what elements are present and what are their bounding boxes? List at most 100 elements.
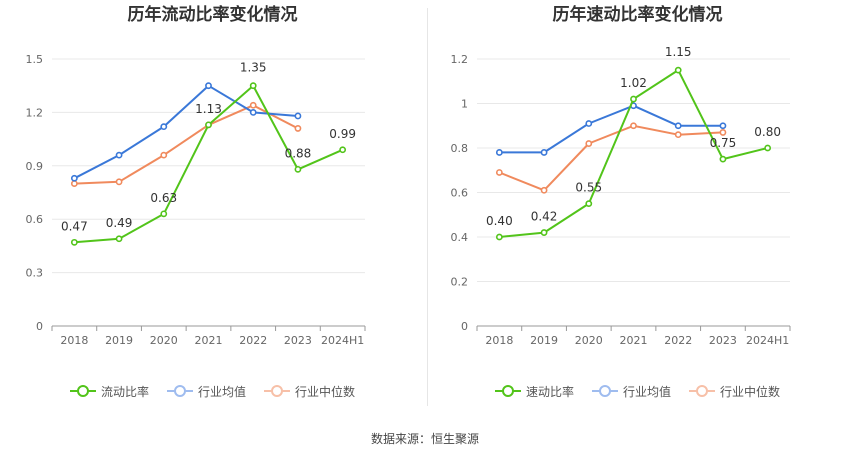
x-tick-label: 2022 xyxy=(239,334,267,347)
data-point xyxy=(249,101,257,109)
chart-plot-area: 0 0.3 0.6 0.9 1.2 1.5 2018 2019 2020 2021 2022 2023… xyxy=(26,53,366,347)
data-point xyxy=(585,140,593,147)
data-point xyxy=(540,149,548,156)
legend-line-icon xyxy=(264,384,290,398)
y-tick-label: 0.2 xyxy=(451,276,469,289)
x-tick-label: 2022 xyxy=(664,334,692,347)
data-point xyxy=(630,122,637,130)
data-point xyxy=(294,125,302,132)
x-tick-label: 2021 xyxy=(195,334,223,347)
x-tick-label: 2024H1 xyxy=(321,334,364,347)
legend-item-industry-median[interactable]: 行业中位数 xyxy=(264,383,355,400)
y-tick-label: 0 xyxy=(36,320,43,333)
data-point xyxy=(160,151,168,159)
data-point xyxy=(70,174,78,182)
legend-item-industry-median[interactable]: 行业中位数 xyxy=(689,383,780,400)
chart-legend: 速动比率 行业均值 行业中位数 xyxy=(425,381,850,401)
x-tick-label: 2020 xyxy=(575,334,603,347)
data-point xyxy=(540,186,548,194)
data-label: 1.13 xyxy=(195,102,222,116)
chart-title: 历年流动比率变化情况 xyxy=(127,5,298,25)
legend-item-industry-avg[interactable]: 行业均值 xyxy=(166,383,246,400)
series-line xyxy=(74,104,299,185)
data-point xyxy=(160,210,168,218)
data-point xyxy=(249,82,257,90)
y-tick-label: 1.2 xyxy=(26,106,44,119)
data-point xyxy=(115,151,123,159)
y-tick-label: 0.9 xyxy=(26,160,44,173)
current-ratio-chart: 历年流动比率变化情况 0 0.3 0.6 0.9 1.2 1.5 2018 2019 2020 2… xyxy=(0,0,425,420)
data-point xyxy=(764,144,772,152)
data-label: 0.80 xyxy=(754,125,781,139)
y-tick-label: 1 xyxy=(461,98,468,111)
y-tick-label: 0.8 xyxy=(451,142,469,155)
y-tick-label: 1.5 xyxy=(26,53,44,66)
legend-label: 行业均值 xyxy=(197,384,246,399)
data-point xyxy=(115,235,123,243)
data-source-note: 数据来源：恒生聚源 xyxy=(370,432,479,446)
legend-line-icon xyxy=(689,384,715,398)
data-point xyxy=(495,169,503,176)
legend-label: 行业均值 xyxy=(622,384,671,399)
x-tick-label: 2019 xyxy=(530,334,558,347)
x-tick-label: 2024H1 xyxy=(746,334,789,347)
legend-line-icon xyxy=(494,384,521,398)
legend-line-icon xyxy=(591,384,618,398)
legend-label: 流动比率 xyxy=(100,384,149,399)
x-tick-label: 2020 xyxy=(150,334,178,347)
data-point xyxy=(70,238,78,246)
series-line xyxy=(73,84,298,180)
data-point xyxy=(294,112,302,120)
data-label: 0.75 xyxy=(710,136,737,150)
data-label: 1.35 xyxy=(240,61,267,75)
data-point xyxy=(719,129,727,136)
data-point xyxy=(630,95,637,103)
x-tick-label: 2019 xyxy=(105,334,133,347)
series-line xyxy=(499,124,723,192)
data-label: 0.49 xyxy=(106,216,133,230)
panel-divider xyxy=(427,8,428,406)
data-label: 0.47 xyxy=(61,219,88,233)
data-point xyxy=(674,131,682,139)
legend-item-company[interactable]: 流动比率 xyxy=(69,383,149,400)
series-line xyxy=(499,104,723,154)
legend-label: 速动比率 xyxy=(525,384,574,399)
legend-item-company[interactable]: 速动比率 xyxy=(494,383,574,400)
data-point xyxy=(205,82,212,90)
legend-line-icon xyxy=(166,384,193,398)
data-point xyxy=(339,146,347,154)
data-point xyxy=(294,165,302,173)
data-point xyxy=(719,155,727,163)
y-tick-label: 0 xyxy=(461,320,468,333)
data-point xyxy=(674,122,682,130)
data-label: 1.15 xyxy=(665,45,692,59)
data-label: 0.40 xyxy=(486,214,513,228)
data-label: 0.42 xyxy=(531,210,558,224)
data-point xyxy=(585,200,593,208)
x-tick-label: 2023 xyxy=(709,334,737,347)
legend-item-industry-avg[interactable]: 行业均值 xyxy=(591,383,671,400)
data-label: 0.63 xyxy=(150,191,177,205)
data-point xyxy=(160,123,168,131)
data-label: 1.02 xyxy=(620,76,647,90)
chart-plot-area: 0 0.2 0.4 0.6 0.8 1 1.2 2018 2019 2020 2021 2022 202… xyxy=(451,45,791,347)
x-tick-label: 2021 xyxy=(620,334,648,347)
data-point xyxy=(249,109,257,116)
chart-title: 历年速动比率变化情况 xyxy=(552,5,723,25)
data-point xyxy=(205,121,212,129)
chart-legend: 流动比率 行业均值 行业中位数 xyxy=(0,381,425,401)
legend-label: 行业中位数 xyxy=(720,384,781,399)
legend-label: 行业中位数 xyxy=(295,384,356,399)
y-tick-label: 0.3 xyxy=(26,267,44,280)
data-point xyxy=(585,120,593,127)
data-point xyxy=(674,66,682,74)
x-tick-label: 2018 xyxy=(60,334,88,347)
data-point xyxy=(495,233,503,241)
data-label: 0.55 xyxy=(575,181,602,195)
data-point xyxy=(719,122,727,130)
data-point xyxy=(115,178,123,186)
legend-line-icon xyxy=(69,384,96,398)
data-label: 0.88 xyxy=(285,146,312,160)
y-tick-label: 1.2 xyxy=(451,53,469,66)
y-tick-label: 0.6 xyxy=(451,187,469,200)
